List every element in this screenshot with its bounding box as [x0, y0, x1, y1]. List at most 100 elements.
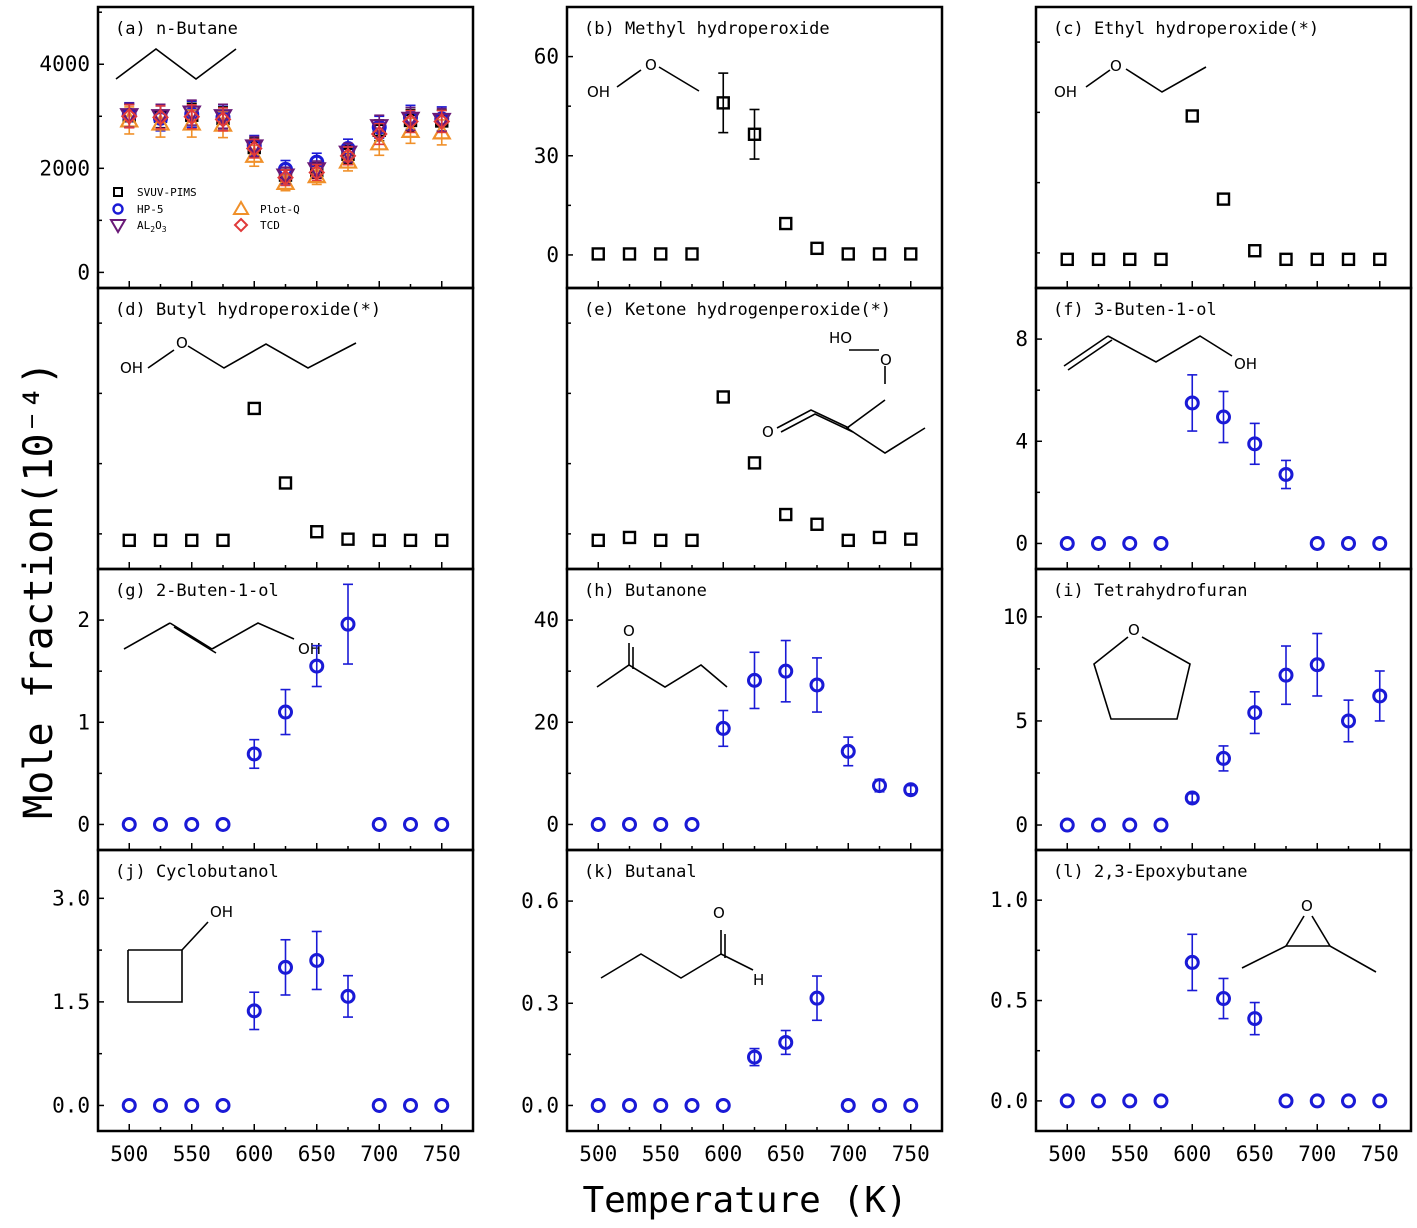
- x-tick-label: 700: [360, 1142, 398, 1166]
- data-point: [654, 247, 668, 261]
- data-point: [809, 990, 825, 1006]
- x-tick-label: 550: [173, 1142, 211, 1166]
- data-point: [1247, 1011, 1263, 1027]
- x-tick-label: 650: [1236, 1142, 1274, 1166]
- svg-text:OH: OH: [298, 640, 321, 658]
- data-point: [1247, 705, 1263, 721]
- x-tick-label: 700: [829, 1142, 867, 1166]
- svg-text:O: O: [1110, 57, 1122, 75]
- x-tick-label: 750: [1361, 1142, 1399, 1166]
- y-tick-label: 0.5: [990, 989, 1028, 1013]
- series-HP-5: [1059, 632, 1388, 833]
- panel-12: 0.0 0.5 1.0 500 550 600 650 700 750 (l) 2,3-Epoxy…: [990, 848, 1413, 1166]
- series-HP-5: [590, 639, 919, 832]
- panel-title: (k) Butanal: [584, 862, 697, 882]
- panel-title: (d) Butyl hydroperoxide(*): [115, 300, 381, 320]
- panel-title: (j) Cyclobutanol: [115, 862, 279, 882]
- legend-entry: SVUV-PIMS: [113, 186, 197, 199]
- data-point: [810, 241, 824, 256]
- data-point: [622, 816, 637, 832]
- data-point: [1060, 252, 1074, 267]
- data-point: [339, 147, 357, 165]
- data-point: [1309, 535, 1325, 551]
- panel-frame: [96, 5, 475, 290]
- data-point: [1309, 657, 1325, 673]
- data-point: [591, 247, 605, 261]
- data-point: [341, 532, 355, 546]
- svg-text:OH: OH: [587, 83, 610, 101]
- data-point: [120, 107, 138, 125]
- data-point: [622, 530, 637, 545]
- y-tick-label: 0: [546, 243, 559, 267]
- data-point: [244, 145, 265, 163]
- y-tick-label: 2: [77, 608, 90, 632]
- data-point: [369, 133, 390, 151]
- data-point: [779, 216, 793, 231]
- data-point: [1091, 535, 1106, 551]
- y-tick-label: 0: [77, 812, 90, 836]
- data-point: [121, 1097, 137, 1113]
- data-point: [1278, 1093, 1294, 1109]
- panel-3: (c) Ethyl hydroperoxide(*) OH O: [1034, 5, 1413, 290]
- y-tick-label: 0: [1015, 531, 1028, 555]
- data-point: [872, 1097, 887, 1113]
- data-point: [184, 1097, 200, 1113]
- data-point: [370, 125, 388, 143]
- legend-label: TCD: [260, 219, 280, 232]
- data-point: [215, 1097, 231, 1113]
- series-HP-5: [590, 975, 919, 1113]
- data-point: [216, 533, 230, 548]
- panel-frame: [565, 286, 944, 571]
- data-point: [715, 1097, 731, 1113]
- x-tick-label: 500: [579, 1142, 617, 1166]
- data-point: [622, 1097, 637, 1113]
- data-point: [309, 658, 325, 674]
- data-point: [1341, 252, 1356, 267]
- svg-text:O: O: [1301, 897, 1313, 915]
- panel-title: (f) 3-Buten-1-ol: [1053, 300, 1217, 320]
- y-tick-label: 0.3: [521, 991, 559, 1015]
- data-point: [185, 533, 199, 548]
- x-tick-label: 650: [767, 1142, 805, 1166]
- molecule-structure: OH: [127, 903, 233, 1003]
- data-point: [590, 1097, 606, 1113]
- y-tick-label: 0.0: [990, 1089, 1028, 1113]
- data-point: [904, 532, 918, 546]
- data-point: [685, 247, 699, 261]
- x-tick-label: 500: [110, 1142, 148, 1166]
- series-TCD: [120, 104, 451, 187]
- y-tick-label: 10: [1003, 605, 1028, 629]
- legend-entry: AL2O3: [109, 219, 167, 234]
- data-point: [1059, 1093, 1075, 1109]
- molecule-structure: O: [596, 622, 728, 688]
- data-point: [372, 533, 386, 548]
- data-point: [153, 533, 168, 548]
- panel-9: 0 5 10 (i) Tetrahydrofuran O: [1003, 567, 1413, 852]
- data-point: [1309, 1093, 1325, 1109]
- panel-frame: [1034, 5, 1413, 290]
- data-point: [809, 677, 825, 693]
- y-tick-label: 2000: [39, 156, 90, 180]
- svg-text:O: O: [1128, 621, 1140, 639]
- data-point: [277, 169, 294, 187]
- data-point: [371, 816, 387, 832]
- panel-title: (h) Butanone: [584, 581, 707, 601]
- data-point: [214, 110, 232, 128]
- series-SVUV-PIMS: [591, 390, 918, 548]
- data-point: [153, 816, 168, 832]
- y-tick-label: 0: [1015, 813, 1028, 837]
- data-point: [1153, 1093, 1169, 1109]
- panel-title: (a) n-Butane: [115, 19, 238, 39]
- data-point: [1122, 535, 1138, 551]
- y-tick-label: 30: [534, 144, 559, 168]
- molecule-structure: OH O: [120, 334, 357, 377]
- y-tick-label: 4000: [39, 52, 90, 76]
- y-tick-label: 3.0: [52, 886, 90, 910]
- data-point: [841, 533, 855, 548]
- svg-text:HO: HO: [829, 329, 852, 347]
- data-point: [1216, 991, 1231, 1007]
- data-point: [278, 704, 293, 720]
- svg-text:O: O: [880, 351, 892, 369]
- data-point: [747, 672, 762, 688]
